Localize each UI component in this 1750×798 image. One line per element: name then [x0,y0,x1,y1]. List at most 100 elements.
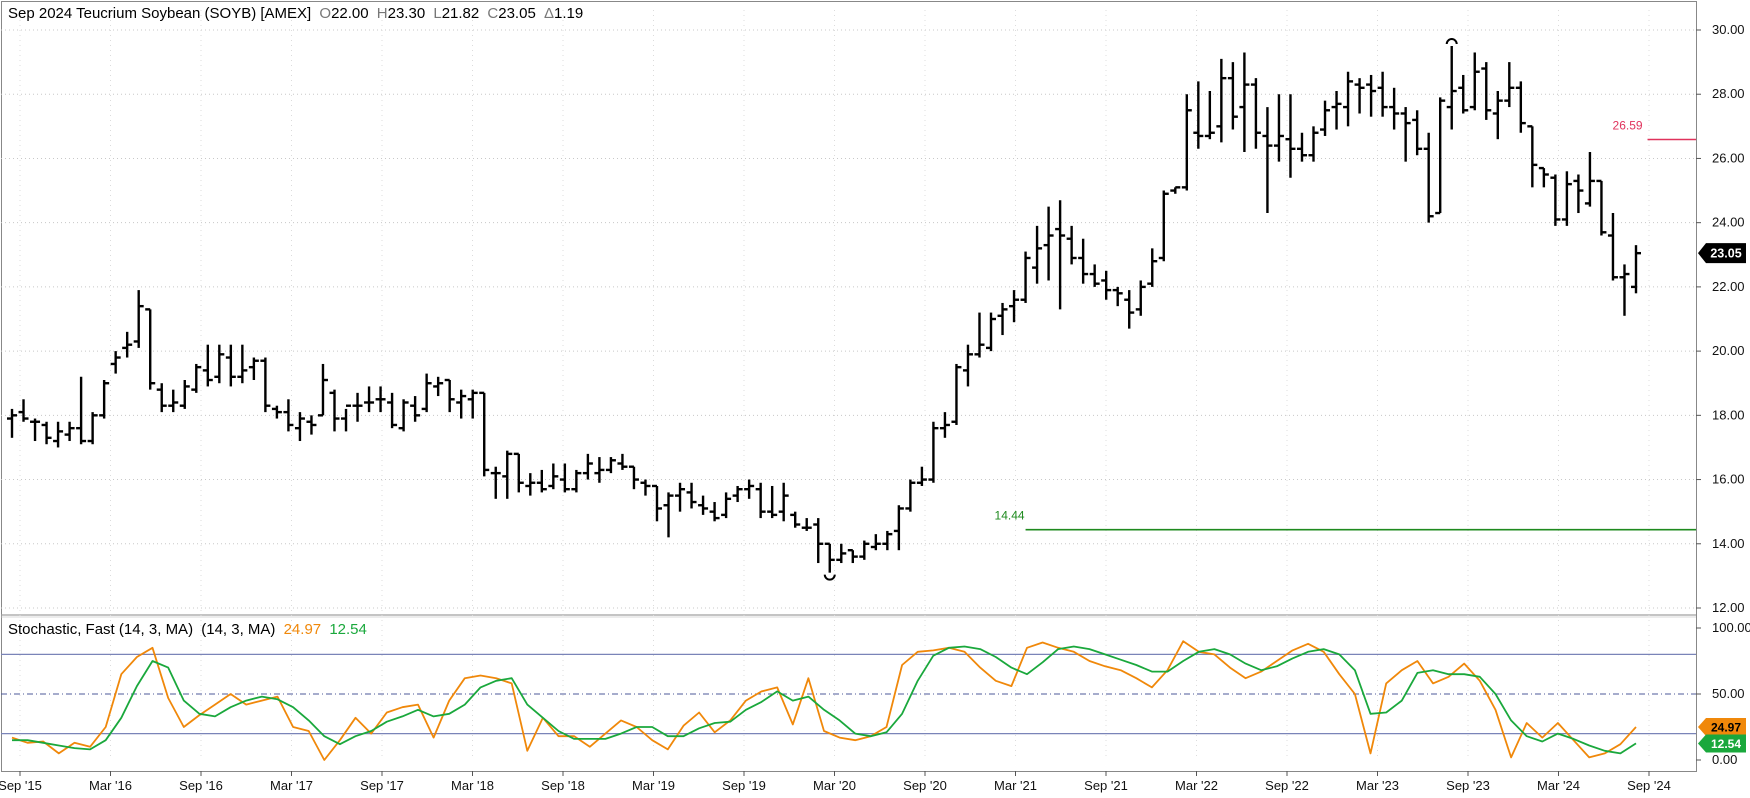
high-label: H [377,5,388,22]
price-tick-label: 26.00 [1712,150,1745,165]
stochastic-params: (14, 3, MA) [201,621,275,638]
ohlc-bar [525,473,536,496]
low-marker [823,574,836,581]
ohlc-bar [341,404,352,432]
ohlc-bar [306,415,317,435]
date-tick-label: Sep '17 [360,778,404,793]
ohlc-bar [1308,126,1319,162]
ohlc-bar [801,518,812,531]
ohlc-bar [76,376,87,445]
date-tick-label: Sep '15 [0,778,42,793]
ohlc-bar [410,396,421,422]
date-tick-label: Sep '18 [541,778,585,793]
price-tick-label: 20.00 [1712,343,1745,358]
ohlc-bar [479,391,490,477]
ohlc-bar [1458,74,1469,114]
ohlc-bar [1389,87,1400,130]
ohlc-bar [675,482,686,512]
ohlc-bar [237,344,248,384]
ohlc-bar [778,482,789,522]
ohlc-bar [548,463,559,490]
open-label: O [319,5,331,22]
ohlc-bar [1607,213,1618,281]
chart-header: Sep 2024 Teucrium Soybean (SOYB) [AMEX] … [8,5,583,22]
ohlc-bar [640,479,651,496]
ohlc-bar [916,466,927,486]
ohlc-bar [283,399,294,432]
ohlc-bar [1262,107,1273,214]
ohlc-bar [1515,81,1526,133]
price-tick-label: 18.00 [1712,407,1745,422]
ohlc-bar [1250,78,1261,149]
date-tick-label: Mar '17 [270,778,313,793]
ohlc-bar [1481,62,1492,120]
ohlc-bar [30,418,41,442]
ohlc-bar [571,469,582,493]
ohlc-bars [7,38,1641,581]
ohlc-bar [513,452,524,493]
ohlc-bar [1227,62,1238,130]
reference-line-label: 14.44 [995,509,1025,523]
ohlc-bar [502,450,513,499]
close-value: 23.05 [498,5,536,22]
price-tick-label: 30.00 [1712,22,1745,37]
ohlc-bar [744,479,755,499]
ohlc-bar [375,386,386,413]
ohlc-bar [444,378,455,413]
date-tick-label: Mar '19 [632,778,675,793]
ohlc-bar [1285,94,1296,178]
ohlc-bar [893,505,904,551]
stochastic-tick-label: 100.00 [1712,620,1750,635]
ohlc-bar [628,465,639,490]
high-marker [1445,38,1458,45]
ohlc-bar [686,482,697,509]
ohlc-bar [7,408,17,438]
ohlc-bar [1296,132,1307,162]
ohlc-bar [1435,97,1446,215]
ohlc-bar [53,421,64,448]
ohlc-bar [271,405,282,419]
stochastic-d-tag-label: 12.54 [1711,737,1741,751]
ohlc-bar [1055,200,1066,310]
ohlc-bar [1170,186,1181,194]
stochastic-k-line [11,640,1637,761]
ohlc-bar [64,421,75,442]
ohlc-bar [1216,58,1227,143]
ohlc-bar [1550,174,1561,226]
stochastic-header: Stochastic, Fast (14, 3, MA) (14, 3, MA)… [8,621,367,638]
ohlc-bar [1204,91,1215,140]
ohlc-bar [1032,225,1043,284]
date-tick-label: Mar '22 [1175,778,1218,793]
ohlc-bar [1596,179,1607,236]
ohlc-bar [1331,91,1342,130]
date-tick-label: Sep '16 [179,778,223,793]
ohlc-bar [767,485,778,519]
ohlc-bar [1354,78,1365,114]
date-tick-label: Sep '19 [722,778,766,793]
ohlc-bar [1631,245,1641,294]
ohlc-bar [1320,100,1331,136]
ohlc-bar [1101,270,1112,300]
last-price-tag: 23.05 [1698,243,1746,264]
ohlc-bar [732,485,743,503]
ohlc-bar [18,399,29,422]
ohlc-bar [168,389,179,413]
stochastic-tick-label: 0.00 [1712,752,1737,767]
x-axis: Sep '15 Mar '16 Sep '16 Mar '17 Sep '17 Mar '… [0,771,1671,793]
ohlc-bar [260,357,271,413]
ohlc-bar [398,399,409,432]
ohlc-bar [364,386,375,413]
ohlc-bar [202,344,213,387]
ohlc-bar [467,389,478,419]
close-label: C [487,5,498,22]
ohlc-bar [997,302,1008,336]
ohlc-bar [870,534,881,551]
date-tick-label: Mar '24 [1537,778,1580,793]
ohlc-bar [1412,110,1423,156]
ohlc-bar [317,363,328,417]
ohlc-bar [294,412,305,442]
price-tick-label: 22.00 [1712,279,1745,294]
ohlc-bar [1573,174,1584,214]
ohlc-bar [191,363,202,393]
ohlc-bar [939,412,950,438]
